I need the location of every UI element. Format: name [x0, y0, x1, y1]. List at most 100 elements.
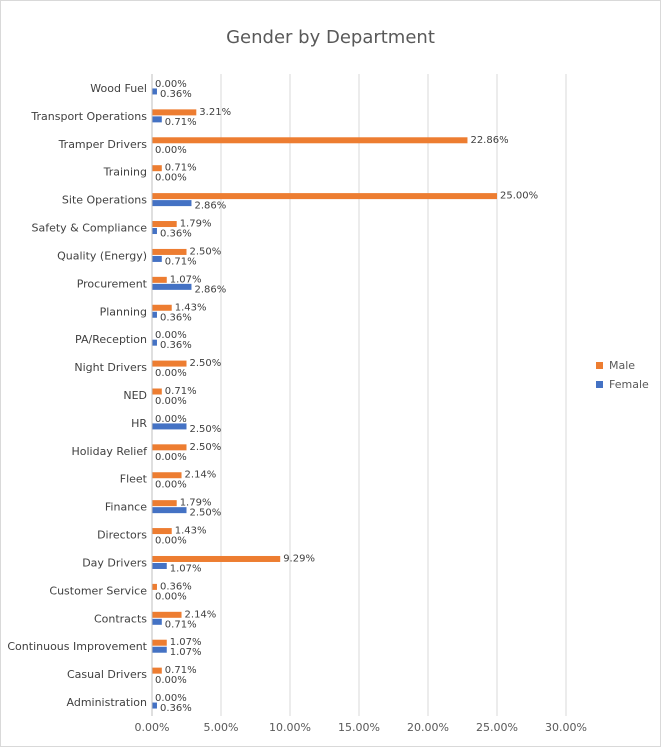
chart-legend: Male Female [596, 356, 649, 394]
bar-female [152, 423, 187, 430]
data-label-male: 1.79% [180, 498, 212, 509]
category-label: Planning [100, 305, 147, 318]
data-label-female: 1.07% [170, 647, 202, 658]
data-label-female: 0.00% [155, 173, 187, 184]
data-label-male: 0.00% [155, 79, 187, 90]
bar-male [152, 193, 497, 200]
x-tick-label: 30.00% [545, 721, 587, 734]
bar-female [152, 88, 157, 95]
data-label-male: 9.29% [283, 553, 315, 564]
category-label: Directors [97, 529, 147, 542]
data-label-female: 2.86% [194, 284, 226, 295]
data-label-female: 0.36% [160, 703, 192, 714]
bar-male [152, 304, 172, 311]
x-tick-label: 10.00% [269, 721, 311, 734]
legend-item-male: Male [596, 356, 649, 375]
bar-male [152, 248, 187, 255]
data-label-male: 1.07% [170, 274, 202, 285]
data-label-female: 2.50% [190, 424, 222, 435]
x-tick-label: 20.00% [407, 721, 449, 734]
category-label: Training [103, 166, 147, 179]
data-label-male: 1.43% [175, 302, 207, 313]
data-label-male: 0.71% [165, 386, 197, 397]
data-label-female: 0.36% [160, 340, 192, 351]
legend-item-female: Female [596, 375, 649, 394]
category-label: Customer Service [49, 584, 147, 597]
category-label: Quality (Energy) [57, 249, 147, 262]
data-label-female: 0.36% [160, 312, 192, 323]
data-label-male: 2.50% [190, 442, 222, 453]
category-label: Procurement [77, 277, 148, 290]
category-label: Contracts [94, 612, 147, 625]
data-label-male: 22.86% [470, 135, 508, 146]
x-tick-label: 5.00% [204, 721, 239, 734]
legend-swatch-female [596, 381, 603, 388]
data-label-female: 0.00% [155, 452, 187, 463]
chart-title: Gender by Department [226, 27, 435, 48]
category-label: Transport Operations [30, 110, 147, 123]
bar-male [152, 528, 172, 535]
legend-label-female: Female [609, 378, 649, 391]
data-label-male: 1.43% [175, 526, 207, 537]
data-label-male: 3.21% [199, 107, 231, 118]
category-label: HR [131, 417, 147, 430]
bar-female [152, 311, 157, 318]
bar-male [152, 500, 177, 507]
data-label-female: 2.50% [190, 508, 222, 519]
bar-female [152, 562, 167, 569]
bar-male [152, 611, 182, 618]
category-label: Night Drivers [74, 361, 147, 374]
data-label-female: 0.00% [155, 145, 187, 156]
bar-female [152, 618, 162, 625]
data-label-female: 0.71% [165, 256, 197, 267]
bar-male [152, 165, 162, 172]
category-label: Site Operations [62, 194, 147, 207]
bar-male [152, 667, 162, 674]
bar-female [152, 255, 162, 262]
bar-male [152, 388, 162, 395]
x-tick-label: 0.00% [135, 721, 170, 734]
category-label: Day Drivers [82, 556, 147, 569]
bar-female [152, 228, 157, 235]
bar-male [152, 444, 187, 451]
data-label-male: 2.14% [185, 609, 217, 620]
category-label: NED [123, 389, 147, 402]
category-label: Safety & Compliance [31, 222, 147, 235]
bar-male [152, 137, 468, 144]
category-label: Fleet [120, 473, 148, 486]
data-label-male: 0.71% [165, 665, 197, 676]
data-label-male: 0.71% [165, 163, 197, 174]
legend-swatch-male [596, 362, 603, 369]
data-label-female: 1.07% [170, 563, 202, 574]
data-label-female: 0.00% [155, 675, 187, 686]
data-label-male: 2.50% [190, 246, 222, 257]
bar-male [152, 221, 177, 228]
data-label-female: 0.36% [160, 89, 192, 100]
data-label-female: 0.36% [160, 229, 192, 240]
data-label-male: 2.50% [190, 358, 222, 369]
data-label-female: 0.00% [155, 591, 187, 602]
data-label-female: 0.71% [165, 619, 197, 630]
bar-female [152, 200, 192, 207]
bar-female [152, 339, 157, 346]
data-label-male: 0.00% [155, 693, 187, 704]
category-label: Holiday Relief [71, 445, 148, 458]
bar-male [152, 583, 157, 590]
x-tick-label: 15.00% [338, 721, 380, 734]
bar-male [152, 276, 167, 283]
category-label: Wood Fuel [90, 82, 147, 95]
category-label: Tramper Drivers [58, 138, 148, 151]
data-label-male: 1.79% [180, 219, 212, 230]
data-label-female: 0.00% [155, 396, 187, 407]
data-label-male: 0.00% [155, 414, 187, 425]
bar-male [152, 109, 197, 116]
bar-female [152, 646, 167, 653]
bar-female [152, 507, 187, 514]
data-label-female: 0.71% [165, 117, 197, 128]
data-label-female: 2.86% [194, 201, 226, 212]
category-label: PA/Reception [75, 333, 147, 346]
bar-female [152, 702, 157, 709]
bar-male [152, 639, 167, 646]
bar-female [152, 116, 162, 123]
